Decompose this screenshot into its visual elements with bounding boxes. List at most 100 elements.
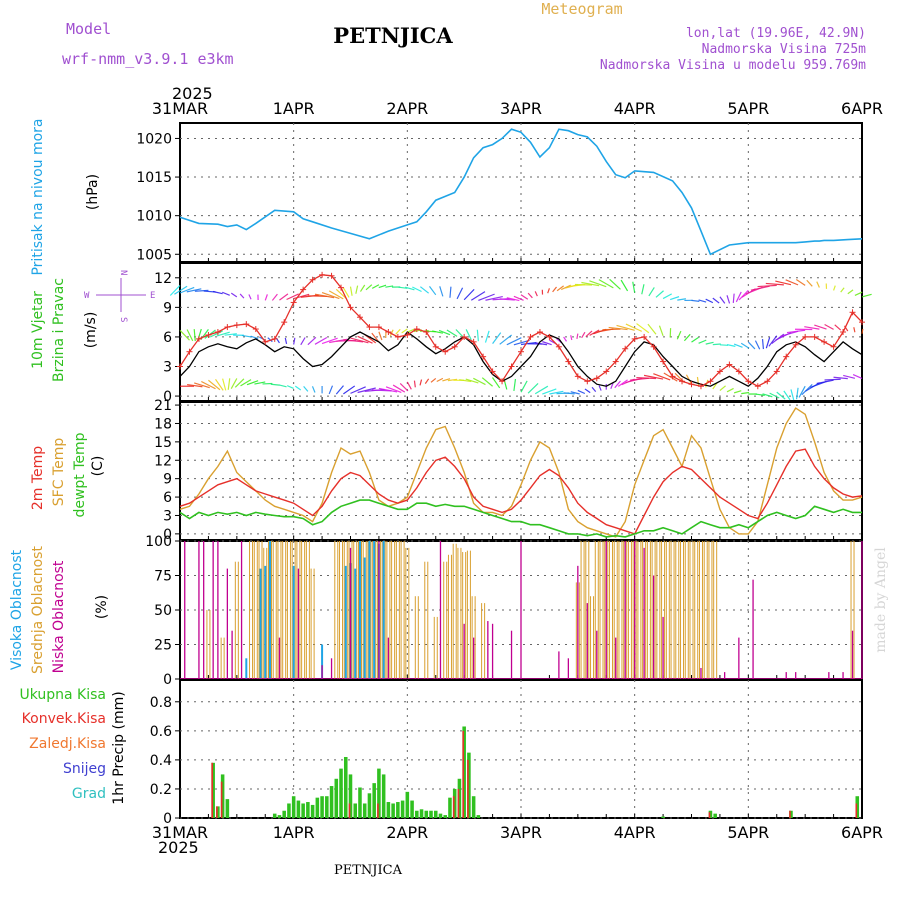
- compass-east: E: [150, 291, 155, 301]
- compass-south: S: [118, 317, 128, 322]
- y-tick-label: 75: [154, 569, 172, 585]
- wind-vector: [780, 330, 799, 337]
- wind-vector: [683, 333, 691, 342]
- wind-vector: [542, 388, 557, 395]
- wind-vector: [430, 377, 437, 383]
- wind-vector: [216, 331, 230, 337]
- wind-vector: [271, 293, 278, 301]
- wind-vector: [407, 328, 415, 333]
- y-tick-label: 50: [154, 603, 172, 619]
- footer-station: PETNJICA: [334, 863, 403, 878]
- wind-vector: [641, 284, 645, 295]
- wind-vector: [833, 376, 848, 380]
- temperature-panel: 0 3 6 9 12 15 18 21: [154, 398, 863, 543]
- wind-vector: [294, 385, 302, 391]
- wind-vector: [527, 382, 539, 394]
- temp-unit: (C): [90, 456, 106, 477]
- total-precip-bar: [400, 800, 405, 818]
- wind-vector: [174, 285, 188, 295]
- wind-vector: [342, 287, 350, 298]
- wind-vector: [278, 384, 287, 388]
- wind-vector: [696, 376, 700, 386]
- wind-vector: [357, 387, 376, 394]
- pressure-line: [179, 128, 863, 256]
- top-time-labels: 31MAR 1APR 2APR 3APR 4APR 5APR 6APR: [152, 99, 883, 118]
- y-tick-label: 9: [163, 472, 172, 488]
- total-precip-bar: [855, 796, 860, 818]
- wind-vector: [473, 377, 486, 386]
- wind-vector: [208, 379, 221, 391]
- wind-vector: [264, 294, 268, 301]
- wind-vector: [861, 293, 872, 298]
- total-precip-bar: [476, 815, 481, 818]
- precip-ylabel: 1hr Precip (mm): [111, 691, 127, 804]
- wind-vector: [833, 285, 836, 291]
- wind-vector: [776, 391, 786, 400]
- total-precip-bar: [429, 810, 433, 818]
- y-tick-label: 0: [163, 672, 172, 688]
- wind-vector: [843, 374, 856, 379]
- top-time-label: 3APR: [500, 99, 542, 118]
- wind-vector: [193, 329, 196, 342]
- wind-vector: [499, 334, 512, 345]
- wind-vector: [775, 280, 792, 286]
- y-tick-label: 0.2: [150, 782, 172, 798]
- wind-vector: [643, 374, 664, 380]
- wind-vector: [816, 281, 820, 288]
- wind-vector: [636, 323, 650, 334]
- wind-vector: [765, 337, 771, 349]
- low-cloud-ylabel: Niska Oblacnost: [51, 560, 67, 673]
- wind-vector: [398, 286, 408, 289]
- wind-vector: [424, 378, 430, 384]
- wind-vector: [547, 288, 550, 294]
- wind-vector: [343, 385, 356, 395]
- wind-vector: [620, 279, 629, 292]
- wind-vector: [371, 332, 380, 343]
- y-tick-label: 1005: [136, 247, 172, 263]
- panel-frame: [179, 262, 863, 402]
- wind-vector: [670, 296, 680, 301]
- wind-panel: 0 3 6 9 12: [154, 262, 872, 405]
- wind-vector: [584, 388, 591, 394]
- total-precip-bar: [225, 799, 230, 818]
- y-tick-label: 12: [154, 271, 172, 287]
- compass-west: W: [84, 291, 90, 301]
- convective-precip-bar: [220, 781, 223, 818]
- top-time-label: 4APR: [614, 99, 656, 118]
- wind-vector: [768, 335, 778, 347]
- wind-vector: [230, 292, 238, 298]
- y-tick-label: 15: [154, 435, 172, 451]
- wind-vector: [355, 285, 359, 294]
- wind-compass: W E N S: [84, 270, 155, 322]
- wind-vector: [691, 299, 700, 302]
- wind-vector: [653, 373, 671, 381]
- total-precip-bar: [396, 802, 400, 818]
- wind-vector: [222, 378, 227, 391]
- bottom-time-label: 2APR: [386, 823, 428, 842]
- wind-vector: [712, 297, 720, 304]
- wind-vector: [513, 339, 530, 346]
- y-tick-label: 9: [163, 300, 172, 316]
- wind-vector: [230, 378, 238, 389]
- wind-vector: [719, 385, 726, 391]
- wind-vector: [321, 291, 340, 300]
- wind-vector: [806, 279, 813, 287]
- wind-vector: [602, 328, 621, 331]
- total-precip-bar: [467, 752, 471, 818]
- cloud-unit: (%): [94, 595, 110, 619]
- convective-precip-bar: [457, 788, 460, 818]
- convective-precip-bar: [348, 803, 351, 818]
- wind-vector: [854, 291, 863, 296]
- wind-vector: [655, 290, 664, 298]
- wind-vector: [609, 278, 621, 290]
- convective-precip-bar: [708, 812, 711, 818]
- wind-vector: [350, 337, 369, 344]
- wind-vector: [585, 330, 593, 338]
- wind-vector: [663, 372, 678, 382]
- wind-vector: [790, 389, 795, 401]
- wind-vector: [676, 330, 682, 340]
- total-precip-bar: [296, 800, 301, 818]
- wind-vector: [506, 297, 520, 302]
- wind-vector: [484, 330, 490, 343]
- wind-vector: [350, 386, 366, 394]
